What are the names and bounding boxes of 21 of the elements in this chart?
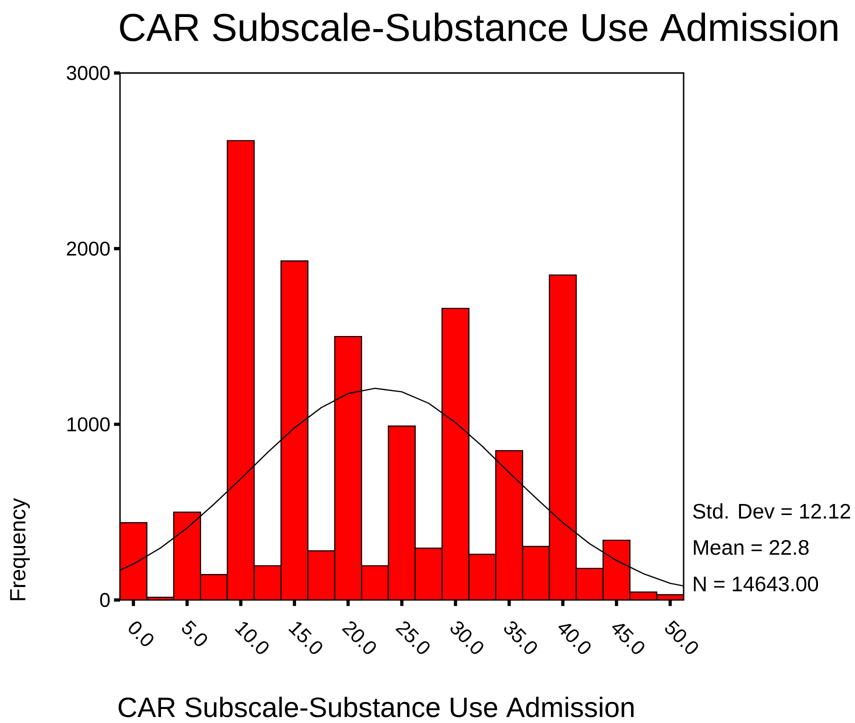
y-axis-title: Frequency bbox=[10, 498, 30, 600]
x-axis-title: CAR Subscale-Substance Use Admission bbox=[118, 696, 634, 718]
y-tick-label: 2000 bbox=[66, 242, 110, 256]
text: N = 14643.00 bbox=[694, 576, 818, 592]
x-tick-label: 5.0 bbox=[182, 620, 208, 646]
x-tick-label: 30.0 bbox=[450, 621, 484, 654]
y-tick-label: 0 bbox=[100, 592, 110, 608]
x-tick-label: 15.0 bbox=[288, 622, 322, 654]
x-tick-label: 50.0 bbox=[665, 620, 698, 654]
y-tick-label: 1000 bbox=[68, 417, 110, 432]
x-tick-label: 25.0 bbox=[395, 621, 430, 654]
x-tick-label: 45.0 bbox=[612, 624, 644, 654]
y-tick-label: 3000 bbox=[66, 66, 110, 80]
x-tick-label: 35.0 bbox=[504, 621, 537, 654]
x-tick-label: 10.0 bbox=[234, 622, 269, 654]
text: Mean = 22.8 bbox=[694, 540, 809, 555]
x-tick-label: 40.0 bbox=[558, 624, 591, 654]
x-tick-label: 0.0 bbox=[128, 622, 154, 646]
text: Std. Dev = 12.12 bbox=[693, 503, 850, 519]
chart-title: CAR Subscale-Substance Use Admission bbox=[120, 12, 838, 42]
x-tick-label: 20.0 bbox=[342, 621, 376, 654]
